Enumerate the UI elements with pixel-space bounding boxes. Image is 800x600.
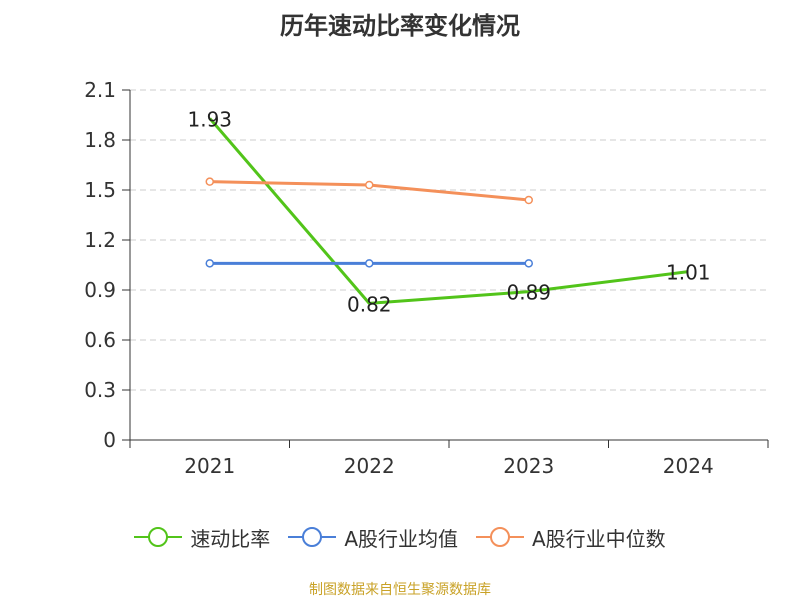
legend-item-industry-median[interactable]: A股行业中位数 (476, 523, 666, 552)
legend-label-quick-ratio: 速动比率 (190, 526, 271, 551)
x-tick-label-2022: 2022 (344, 454, 395, 478)
data-label-0-2021: 1.93 (187, 107, 232, 131)
series-2-point-2023 (524, 195, 533, 205)
y-tick-label-5: 1.5 (84, 178, 116, 202)
data-source-note: 制图数据来自恒生聚源数据库 (309, 582, 491, 598)
data-label-0-2022: 0.82 (347, 292, 392, 316)
legend-label-industry-median: A股行业中位数 (532, 526, 666, 551)
series-line-0 (208, 117, 689, 305)
series-2-point-2021 (205, 177, 214, 186)
y-tick-label-6: 1.8 (84, 128, 116, 152)
legend-swatch-industry-median (476, 527, 524, 547)
y-tick-label-3: 0.9 (84, 278, 116, 302)
series-2-point-2022 (365, 180, 374, 190)
legend-item-industry-mean[interactable]: A股行业均值 (288, 523, 458, 552)
legend-swatch-quick-ratio (134, 527, 183, 547)
x-tick-label-2024: 2024 (663, 454, 714, 478)
series-1-point-2021 (205, 259, 214, 268)
data-label-0-2024: 1.01 (666, 261, 711, 285)
y-tick-label-1: 0.3 (84, 378, 116, 402)
x-tick-label-2023: 2023 (503, 454, 554, 478)
chart-title: 历年速动比率变化情况 (280, 12, 520, 40)
y-tick-label-4: 1.2 (84, 228, 116, 252)
y-tick-label-0: 0 (103, 428, 116, 452)
y-tick-label-7: 2.1 (84, 78, 116, 102)
series-1-point-2022 (365, 259, 374, 268)
legend-swatch-industry-mean (288, 527, 337, 547)
y-tick-label-2: 0.6 (84, 328, 116, 352)
legend: 速动比率 A股行业均值 A股行业中位数 (0, 520, 800, 554)
legend-label-industry-mean: A股行业均值 (344, 526, 458, 551)
x-tick-label-2021: 2021 (184, 454, 235, 478)
series-1-point-2023 (524, 259, 533, 268)
legend-item-quick-ratio[interactable]: 速动比率 (134, 523, 270, 552)
data-label-0-2023: 0.89 (506, 281, 551, 305)
